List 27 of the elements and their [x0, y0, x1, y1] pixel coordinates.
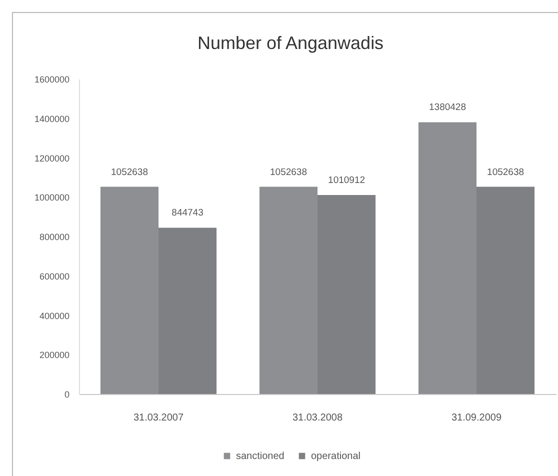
legend-label: sanctioned — [236, 451, 284, 462]
data-label: 1010912 — [328, 174, 366, 186]
bar — [418, 122, 476, 394]
data-label: 1052638 — [487, 166, 524, 178]
y-tick-label: 0 — [64, 390, 70, 400]
x-tick-label: 31.03.2008 — [292, 412, 343, 424]
data-label: 844743 — [172, 208, 204, 219]
data-label: 1052638 — [110, 166, 148, 178]
bar — [158, 228, 217, 394]
bar — [318, 194, 376, 394]
legend-label: operational — [311, 451, 360, 462]
y-tick-label: 400000 — [39, 310, 70, 321]
data-label: 1052638 — [270, 166, 307, 178]
y-tick-label: 1000000 — [34, 192, 70, 203]
x-tick-label: 31.09.2009 — [451, 412, 502, 424]
y-tick-label: 1200000 — [34, 153, 70, 164]
bar — [100, 186, 158, 394]
y-tick-label: 600000 — [39, 271, 70, 282]
bar — [259, 186, 318, 394]
y-tick-label: 200000 — [39, 350, 70, 360]
y-tick-label: 1400000 — [34, 114, 70, 124]
x-tick-label: 31.03.2007 — [133, 412, 184, 424]
bar — [476, 186, 535, 394]
y-tick-label: 1600000 — [34, 74, 70, 84]
y-tick-label: 800000 — [39, 232, 70, 242]
data-label: 1380428 — [428, 102, 466, 114]
chart-title: Number of Anganwadis — [197, 33, 384, 53]
